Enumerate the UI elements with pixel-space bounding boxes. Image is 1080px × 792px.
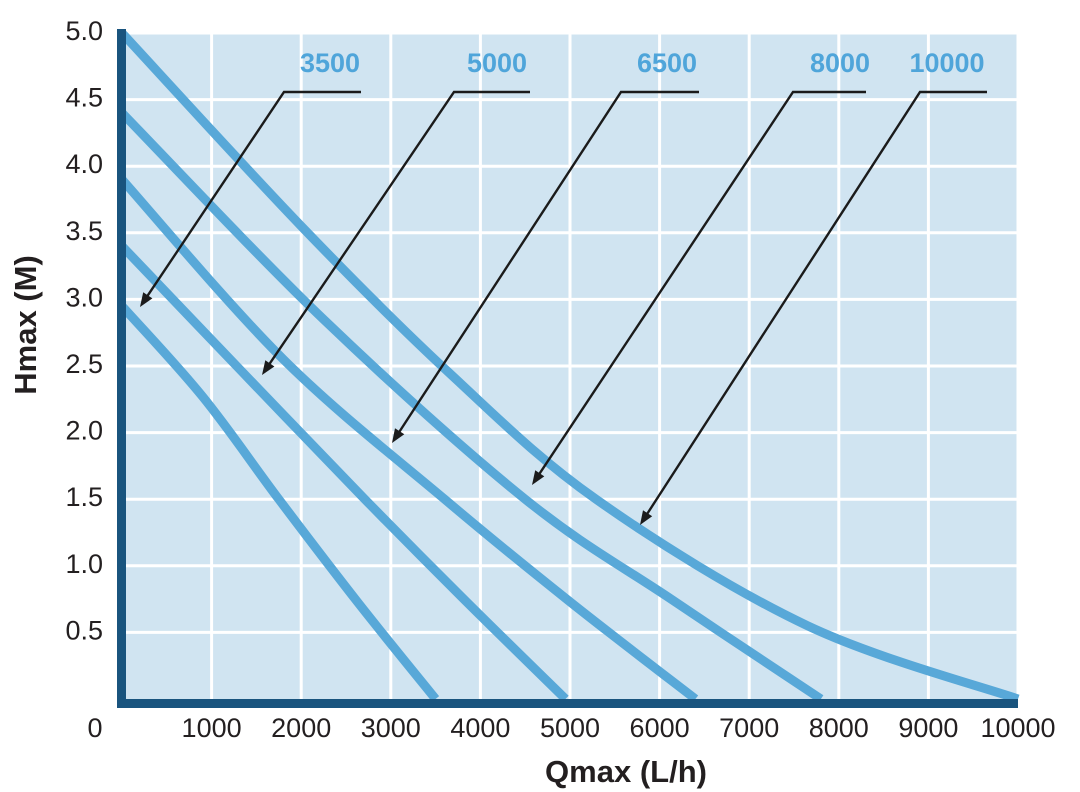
x-axis-title: Qmax (L/h) [545, 754, 707, 789]
x-axis-line [117, 699, 1018, 708]
curve-annotations: 3500 5000 6500 8000 10000 [140, 48, 987, 525]
curve-label-8000: 8000 [810, 48, 870, 78]
x-tick-1000: 1000 [182, 713, 242, 743]
leader-line-6500 [396, 90, 699, 436]
curve-label-10000: 10000 [909, 48, 984, 78]
curve-3500 [118, 303, 440, 702]
curve-label-5000: 5000 [467, 48, 527, 78]
arrowhead-3500 [140, 292, 153, 307]
y-tick-4.0: 4.0 [65, 149, 103, 179]
x-tick-8000: 8000 [809, 713, 869, 743]
y-tick-3.0: 3.0 [65, 282, 103, 312]
arrowhead-8000 [532, 470, 545, 485]
leader-line-8000 [536, 90, 866, 478]
curve-6500 [118, 176, 699, 703]
x-tick-6000: 6000 [630, 713, 690, 743]
leader-line-3500 [144, 90, 361, 300]
arrowhead-6500 [392, 428, 405, 443]
x-tick-labels: 0 1000 2000 3000 4000 5000 6000 7000 8000 9000 100… [87, 713, 1055, 743]
y-tick-3.5: 3.5 [65, 216, 103, 246]
curve-10000 [118, 29, 1020, 704]
curve-label-3500: 3500 [300, 48, 360, 78]
y-tick-labels: 0.5 1.0 1.5 2.0 2.5 3.0 3.5 4.0 4.5 5.0 [65, 16, 103, 645]
y-tick-4.5: 4.5 [65, 83, 103, 113]
pump-curves [118, 29, 1020, 704]
x-tick-4000: 4000 [450, 713, 510, 743]
gridlines [122, 31, 1020, 699]
x-tick-2000: 2000 [271, 713, 331, 743]
arrowhead-5000 [262, 360, 275, 375]
x-tick-9000: 9000 [898, 713, 958, 743]
curve-label-6500: 6500 [637, 48, 697, 78]
y-axis-line [117, 29, 126, 708]
y-tick-0.5: 0.5 [65, 615, 103, 645]
x-tick-5000: 5000 [540, 713, 600, 743]
y-tick-1.5: 1.5 [65, 482, 103, 512]
arrowhead-10000 [640, 510, 653, 525]
leader-line-10000 [644, 90, 987, 518]
curve-8000 [118, 109, 824, 703]
y-tick-2.5: 2.5 [65, 349, 103, 379]
x-tick-0: 0 [87, 713, 102, 743]
curve-5000 [118, 242, 569, 703]
y-tick-2.0: 2.0 [65, 416, 103, 446]
y-tick-5.0: 5.0 [65, 16, 103, 46]
y-tick-1.0: 1.0 [65, 549, 103, 579]
x-tick-3000: 3000 [361, 713, 421, 743]
leader-line-5000 [266, 90, 530, 368]
axis-lines [117, 29, 1018, 708]
x-tick-7000: 7000 [719, 713, 779, 743]
y-axis-title: Hmax (M) [8, 255, 43, 395]
x-tick-10000: 10000 [980, 713, 1055, 743]
